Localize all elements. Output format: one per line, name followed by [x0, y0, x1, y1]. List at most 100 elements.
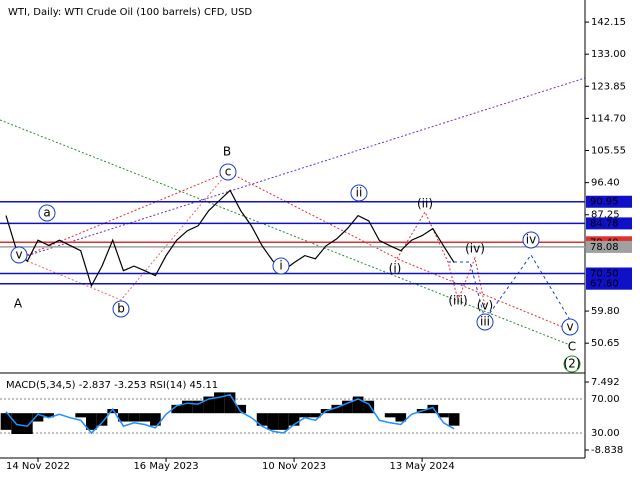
- macd-bar: [438, 413, 449, 418]
- wave-label: A: [14, 297, 23, 311]
- level-label: 67.60: [590, 279, 619, 290]
- wave-label: (i): [389, 262, 402, 276]
- wave-circle: [522, 231, 540, 249]
- macd-bar: [352, 396, 364, 414]
- red-path: [19, 171, 571, 331]
- y-tick-label: 87.25: [591, 210, 620, 221]
- level-label-bg: [586, 267, 632, 280]
- wave-circle: [563, 355, 581, 373]
- level-label-bg: [586, 195, 632, 208]
- wave-circle: [219, 163, 237, 181]
- wave-label: v: [15, 248, 22, 262]
- wave-lines: [0, 77, 586, 346]
- wave-label: c: [225, 165, 232, 179]
- macd-bar: [363, 400, 375, 414]
- macd-bar: [427, 404, 439, 414]
- macd-bar: [331, 404, 343, 414]
- level-label: 90.95: [590, 197, 619, 208]
- y-tick-label: 7.492: [591, 377, 620, 388]
- macd-bar: [182, 400, 193, 414]
- macd-bar: [0, 413, 12, 430]
- macd-bar: [128, 413, 140, 422]
- y-tick-label: 142.15: [591, 17, 626, 28]
- wave-label: v: [566, 320, 573, 334]
- y-tick-label: 59.80: [591, 306, 620, 317]
- wave-circle: [561, 318, 579, 336]
- macd-bar: [256, 413, 268, 426]
- y-tick-label: 50.65: [591, 338, 620, 349]
- macd-bar: [75, 413, 87, 418]
- macd-bar: [448, 413, 460, 426]
- y-tick-label: 105.55: [591, 146, 626, 157]
- x-tick-label: 16 May 2023: [133, 461, 198, 472]
- macd-bar: [267, 413, 279, 430]
- wave-label: (2): [564, 357, 581, 371]
- wave-label: C: [568, 340, 576, 354]
- level-label-bg: [586, 277, 632, 290]
- macd-bar: [203, 396, 215, 414]
- macd-bar: [86, 413, 97, 430]
- macd-bar: [22, 413, 33, 435]
- wave-circle: [10, 246, 28, 264]
- wave-label: iii: [480, 315, 490, 329]
- wave-label: (ii): [417, 197, 433, 211]
- macd-bar: [288, 413, 300, 426]
- chart-title: WTI, Daily: WTI Crude Oil (100 barrels) …: [8, 7, 252, 18]
- macd-bar: [43, 413, 55, 418]
- macd-bar: [214, 392, 225, 414]
- y2-tick-label: 30.00: [591, 428, 620, 439]
- macd-bar: [299, 413, 311, 418]
- level-label-bg: [586, 217, 632, 230]
- macd-bar: [139, 413, 151, 422]
- level-label: 78.08: [590, 242, 619, 253]
- wave-label: a: [43, 206, 50, 220]
- macd-bar: [107, 409, 119, 414]
- level-label-bg: [586, 240, 632, 253]
- purple-channel: [19, 77, 586, 259]
- macd-bar: [150, 413, 161, 426]
- macd-bar: [192, 400, 204, 414]
- y-tick-label: 133.00: [591, 49, 626, 60]
- wave-label: ii: [356, 186, 363, 200]
- rsi-line: [5, 393, 455, 435]
- macd-bar: [310, 413, 321, 418]
- wave-circle: [350, 184, 368, 202]
- wave-label: (iv): [465, 242, 485, 256]
- macd-bar: [32, 413, 44, 422]
- price-line: [5, 189, 455, 288]
- forecast-path: [448, 254, 571, 322]
- wave-label: i: [279, 259, 282, 273]
- level-label: 84.78: [590, 218, 619, 229]
- abc-path: [19, 171, 229, 301]
- x-tick-label: 14 Nov 2022: [6, 461, 70, 472]
- wave-label: (iii): [448, 294, 467, 308]
- macd-bar: [118, 413, 129, 422]
- y-tick-label: 96.40: [591, 178, 620, 189]
- x-tick-label: 13 May 2024: [390, 461, 455, 472]
- level-label: 70.50: [590, 269, 619, 280]
- y-tick-label: 114.70: [591, 113, 626, 124]
- macd-bar: [96, 413, 108, 426]
- macd-bar: [235, 404, 247, 414]
- macd-bar: [395, 413, 407, 422]
- macd-bar: [278, 413, 289, 430]
- wave-label: (v): [477, 299, 493, 313]
- wave-label: b: [117, 302, 125, 316]
- macd-bar: [384, 413, 396, 418]
- y2-tick-label: 70.00: [591, 394, 620, 405]
- wave-circle: [38, 204, 56, 222]
- wave-label: B: [223, 145, 231, 159]
- wave-circle: [112, 300, 130, 318]
- indicator-title: MACD(5,34,5) -2.837 -3.253 RSI(14) 45.11: [6, 380, 218, 391]
- macd-bar: [342, 400, 353, 414]
- y-tick-label: 123.85: [591, 81, 626, 92]
- wave-circle: [476, 313, 494, 331]
- x-tick-label: 10 Nov 2023: [262, 461, 326, 472]
- wave-circle: [272, 257, 290, 275]
- wave-label: iv: [526, 233, 536, 247]
- macd-bar: [171, 404, 183, 414]
- sub-wave-path: [394, 210, 486, 307]
- macd-bar: [224, 392, 236, 414]
